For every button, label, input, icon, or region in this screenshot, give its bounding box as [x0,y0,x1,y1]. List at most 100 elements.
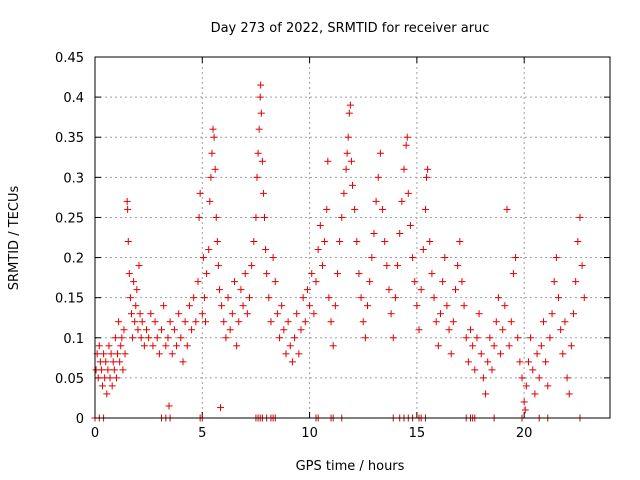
data-point [183,342,191,350]
data-point [417,286,425,294]
data-point [179,358,187,366]
data-point [516,358,524,366]
data-point [372,197,380,205]
data-point [539,318,547,326]
data-point [99,382,107,390]
data-point [376,149,384,157]
data-point [267,318,275,326]
data-point [107,350,115,358]
data-point [531,390,539,398]
y-axis-ticks: 0 0.05 0.1 0.15 0.2 0.25 0.3 0.35 0.4 0.45 [55,51,610,427]
data-point [443,302,451,310]
data-point [306,302,314,310]
data-point [475,310,483,318]
data-point [121,350,129,358]
data-point [112,374,120,382]
data-point [542,358,550,366]
data-point [147,310,155,318]
data-point [347,157,355,165]
data-point [338,213,346,221]
x-tick-label: 5 [198,426,206,441]
data-point [115,318,123,326]
data-point [383,262,391,270]
data-point [132,302,140,310]
data-point [514,334,522,342]
data-point [198,310,206,318]
data-point [518,374,526,382]
data-point [129,334,137,342]
data-point [286,342,294,350]
data-point [109,358,117,366]
data-point [124,238,132,246]
data-point [134,326,142,334]
data-point [522,382,530,390]
data-point [462,334,470,342]
data-point [413,302,421,310]
data-point [482,390,490,398]
data-point [299,294,307,302]
data-point [217,404,225,412]
data-point [509,270,517,278]
data-point [137,334,145,342]
data-point [155,350,163,358]
data-point [284,318,292,326]
data-point [257,81,265,89]
x-tick-label: 0 [91,426,99,441]
data-point [415,326,423,334]
data-point [194,278,202,286]
data-point [345,109,353,117]
data-point [379,205,387,213]
data-point [241,270,249,278]
data-point [111,334,119,342]
data-point [400,165,408,173]
data-point [149,342,157,350]
data-point [342,165,350,173]
data-point [324,157,332,165]
data-point [529,366,537,374]
x-tick-label: 15 [409,426,426,441]
data-point [432,318,440,326]
data-point [567,342,575,350]
data-point [124,205,132,213]
data-point [333,270,341,278]
data-point [559,350,567,358]
data-point [308,270,316,278]
chart-title: Day 273 of 2022, SRMTID for receiver aru… [211,21,490,36]
data-point [120,326,128,334]
data-point [138,318,146,326]
data-point [325,294,333,302]
data-point [490,342,498,350]
data-point [212,213,220,221]
data-point [557,326,565,334]
data-point [195,213,203,221]
data-point [574,238,582,246]
data-point [103,390,111,398]
data-point [486,334,494,342]
data-point [291,334,299,342]
data-point [505,342,513,350]
data-point [253,173,261,181]
data-point [303,286,311,294]
data-point [209,125,217,133]
data-point [411,278,419,286]
data-point [280,326,288,334]
data-point [436,310,444,318]
data-point [421,205,429,213]
data-point [125,270,133,278]
data-point [357,294,365,302]
data-point [207,173,215,181]
data-point [199,254,207,262]
data-point [344,133,352,141]
data-point [108,382,116,390]
data-point [343,149,351,157]
data-point [494,294,502,302]
data-point [396,229,404,237]
data-point [110,366,118,374]
data-point [177,334,185,342]
data-point [499,326,507,334]
data-point [185,302,193,310]
data-point [318,262,326,270]
data-point [439,278,447,286]
data-point [492,318,500,326]
data-point [353,238,361,246]
